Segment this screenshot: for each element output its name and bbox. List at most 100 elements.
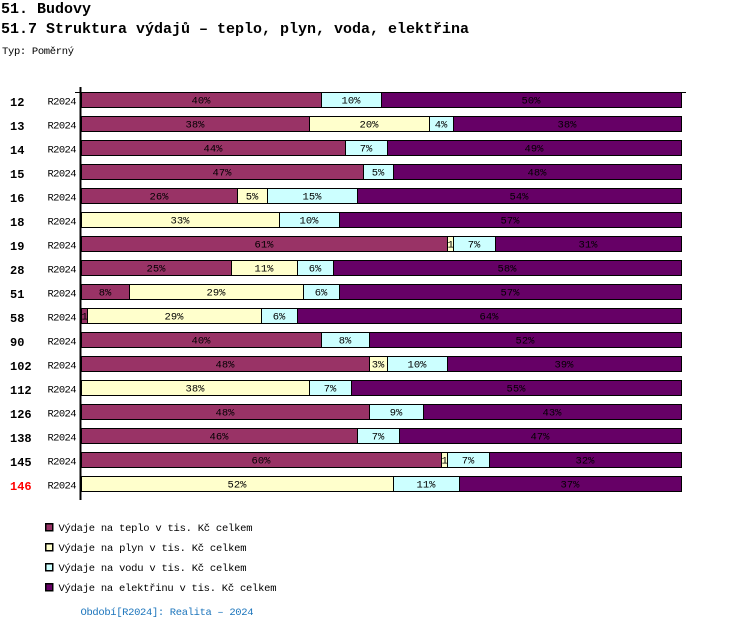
svg-text:11%: 11% — [255, 264, 275, 276]
svg-text:145: 145 — [10, 456, 32, 470]
svg-text:6%: 6% — [309, 264, 322, 276]
svg-text:7%: 7% — [360, 144, 373, 156]
svg-text:8%: 8% — [339, 336, 352, 348]
svg-text:39%: 39% — [555, 360, 575, 372]
svg-text:4%: 4% — [435, 120, 448, 132]
svg-text:15%: 15% — [303, 192, 323, 204]
svg-text:R2024: R2024 — [48, 121, 77, 133]
svg-text:16: 16 — [10, 192, 24, 206]
svg-text:126: 126 — [10, 408, 32, 422]
svg-text:40%: 40% — [192, 96, 212, 108]
svg-text:Typ: Poměrný: Typ: Poměrný — [2, 46, 74, 58]
svg-text:28: 28 — [10, 264, 24, 278]
svg-text:R2024: R2024 — [48, 481, 77, 493]
svg-text:58: 58 — [10, 312, 24, 326]
svg-text:R2024: R2024 — [48, 313, 77, 325]
svg-text:38%: 38% — [186, 384, 206, 396]
svg-text:47%: 47% — [213, 168, 233, 180]
svg-text:26%: 26% — [150, 192, 170, 204]
svg-text:146: 146 — [10, 480, 32, 494]
svg-text:37%: 37% — [561, 480, 581, 492]
svg-text:10%: 10% — [342, 96, 362, 108]
svg-text:R2024: R2024 — [48, 97, 77, 109]
svg-text:R2024: R2024 — [48, 457, 77, 469]
svg-text:61%: 61% — [255, 240, 275, 252]
svg-text:13: 13 — [10, 120, 24, 134]
svg-text:58%: 58% — [498, 264, 518, 276]
svg-text:5%: 5% — [372, 168, 385, 180]
svg-text:40%: 40% — [192, 336, 212, 348]
svg-text:48%: 48% — [216, 408, 236, 420]
svg-text:48%: 48% — [528, 168, 548, 180]
svg-text:46%: 46% — [210, 432, 230, 444]
svg-text:49%: 49% — [525, 144, 545, 156]
svg-text:Výdaje na vodu v tis. Kč celke: Výdaje na vodu v tis. Kč celkem — [59, 563, 247, 575]
svg-text:10%: 10% — [300, 216, 320, 228]
svg-text:3%: 3% — [372, 360, 385, 372]
svg-text:R2024: R2024 — [48, 409, 77, 421]
svg-text:29%: 29% — [165, 312, 185, 324]
svg-text:102: 102 — [10, 360, 32, 374]
svg-text:Výdaje na elektřinu v tis. Kč: Výdaje na elektřinu v tis. Kč celkem — [59, 583, 277, 595]
svg-text:R2024: R2024 — [48, 337, 77, 349]
svg-text:1%: 1% — [82, 312, 95, 324]
svg-text:8%: 8% — [99, 288, 112, 300]
svg-text:1%: 1% — [442, 456, 455, 468]
svg-text:R2024: R2024 — [48, 433, 77, 445]
svg-text:1%: 1% — [448, 240, 461, 252]
svg-text:7%: 7% — [372, 432, 385, 444]
svg-text:6%: 6% — [273, 312, 286, 324]
svg-text:38%: 38% — [558, 120, 578, 132]
svg-text:6%: 6% — [315, 288, 328, 300]
svg-text:9%: 9% — [390, 408, 403, 420]
svg-text:31%: 31% — [579, 240, 599, 252]
svg-text:51: 51 — [10, 288, 24, 302]
svg-text:Období[R2024]: Realita – 2024: Období[R2024]: Realita – 2024 — [81, 607, 254, 619]
svg-text:R2024: R2024 — [48, 169, 77, 181]
svg-text:64%: 64% — [480, 312, 500, 324]
svg-text:R2024: R2024 — [48, 145, 77, 157]
svg-text:25%: 25% — [147, 264, 167, 276]
svg-text:33%: 33% — [171, 216, 191, 228]
svg-text:5%: 5% — [246, 192, 259, 204]
svg-text:32%: 32% — [576, 456, 596, 468]
svg-text:57%: 57% — [501, 216, 521, 228]
svg-text:12: 12 — [10, 96, 24, 110]
svg-text:10%: 10% — [408, 360, 428, 372]
svg-text:R2024: R2024 — [48, 361, 77, 373]
svg-text:Výdaje na plyn v tis. Kč celke: Výdaje na plyn v tis. Kč celkem — [59, 543, 247, 555]
svg-text:Výdaje na teplo v tis. Kč celk: Výdaje na teplo v tis. Kč celkem — [59, 523, 253, 535]
svg-text:R2024: R2024 — [48, 289, 77, 301]
svg-text:55%: 55% — [507, 384, 527, 396]
svg-text:57%: 57% — [501, 288, 521, 300]
svg-text:51.7 Struktura výdajů – teplo,: 51.7 Struktura výdajů – teplo, plyn, vod… — [1, 21, 469, 38]
svg-text:29%: 29% — [207, 288, 227, 300]
svg-text:R2024: R2024 — [48, 385, 77, 397]
svg-text:60%: 60% — [252, 456, 272, 468]
svg-text:52%: 52% — [228, 480, 248, 492]
svg-text:51. Budovy: 51. Budovy — [1, 1, 91, 18]
svg-text:7%: 7% — [324, 384, 337, 396]
svg-text:54%: 54% — [510, 192, 530, 204]
svg-text:R2024: R2024 — [48, 241, 77, 253]
svg-text:138: 138 — [10, 432, 32, 446]
svg-text:38%: 38% — [186, 120, 206, 132]
svg-text:48%: 48% — [216, 360, 236, 372]
svg-text:15: 15 — [10, 168, 24, 182]
svg-text:112: 112 — [10, 384, 32, 398]
svg-text:14: 14 — [10, 144, 24, 158]
svg-text:R2024: R2024 — [48, 217, 77, 229]
svg-text:47%: 47% — [531, 432, 551, 444]
svg-text:19: 19 — [10, 240, 24, 254]
svg-text:52%: 52% — [516, 336, 536, 348]
svg-text:18: 18 — [10, 216, 24, 230]
svg-text:7%: 7% — [462, 456, 475, 468]
svg-text:44%: 44% — [204, 144, 224, 156]
svg-text:11%: 11% — [417, 480, 437, 492]
svg-text:R2024: R2024 — [48, 265, 77, 277]
svg-text:50%: 50% — [522, 96, 542, 108]
svg-text:43%: 43% — [543, 408, 563, 420]
svg-text:7%: 7% — [468, 240, 481, 252]
svg-text:20%: 20% — [360, 120, 380, 132]
svg-text:90: 90 — [10, 336, 24, 350]
